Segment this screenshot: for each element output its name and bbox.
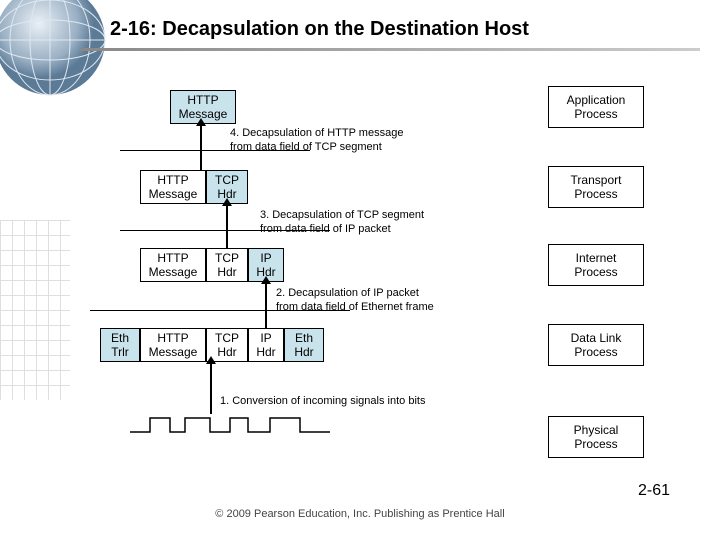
arrow-1-head-icon — [206, 356, 216, 364]
arrow-1-line — [210, 362, 212, 414]
application-process-box: ApplicationProcess — [548, 86, 644, 128]
r2-http-message-box: HTTPMessage — [140, 170, 206, 204]
signal-wave-icon — [130, 414, 330, 436]
r3-http-message-box: HTTPMessage — [140, 248, 206, 282]
page-number: 2-61 — [638, 482, 670, 500]
transport-process-box: TransportProcess — [548, 166, 644, 208]
r4-http-message-box: HTTPMessage — [140, 328, 206, 362]
arrow-3-head-icon — [222, 198, 232, 206]
physical-process-box: PhysicalProcess — [548, 416, 644, 458]
step-3-label: 3. Decapsulation of TCP segmentfrom data… — [260, 208, 424, 237]
arrow-2-line — [265, 282, 267, 328]
grid-decoration — [0, 220, 70, 400]
step-4-label: 4. Decapsulation of HTTP messagefrom dat… — [230, 126, 403, 155]
decapsulation-diagram: ApplicationProcess TransportProcess Inte… — [100, 80, 660, 480]
r3-tcp-hdr-box: TCPHdr — [206, 248, 248, 282]
internet-process-box: InternetProcess — [548, 244, 644, 286]
arrow-4-line — [200, 124, 202, 170]
datalink-process-box: Data LinkProcess — [548, 324, 644, 366]
step-1-label: 1. Conversion of incoming signals into b… — [220, 394, 425, 408]
step-2-label: 2. Decapsulation of IP packetfrom data f… — [276, 286, 434, 315]
copyright-footer: © 2009 Pearson Education, Inc. Publishin… — [0, 508, 720, 520]
arrow-4-head-icon — [196, 118, 206, 126]
r4-eth-hdr-box: EthHdr — [284, 328, 324, 362]
r4-ip-hdr-box: IPHdr — [248, 328, 284, 362]
arrow-3-line — [226, 204, 228, 248]
title-underline — [80, 48, 700, 51]
slide-title: 2-16: Decapsulation on the Destination H… — [110, 18, 529, 41]
arrow-2-head-icon — [261, 276, 271, 284]
r4-eth-trlr-box: EthTrlr — [100, 328, 140, 362]
